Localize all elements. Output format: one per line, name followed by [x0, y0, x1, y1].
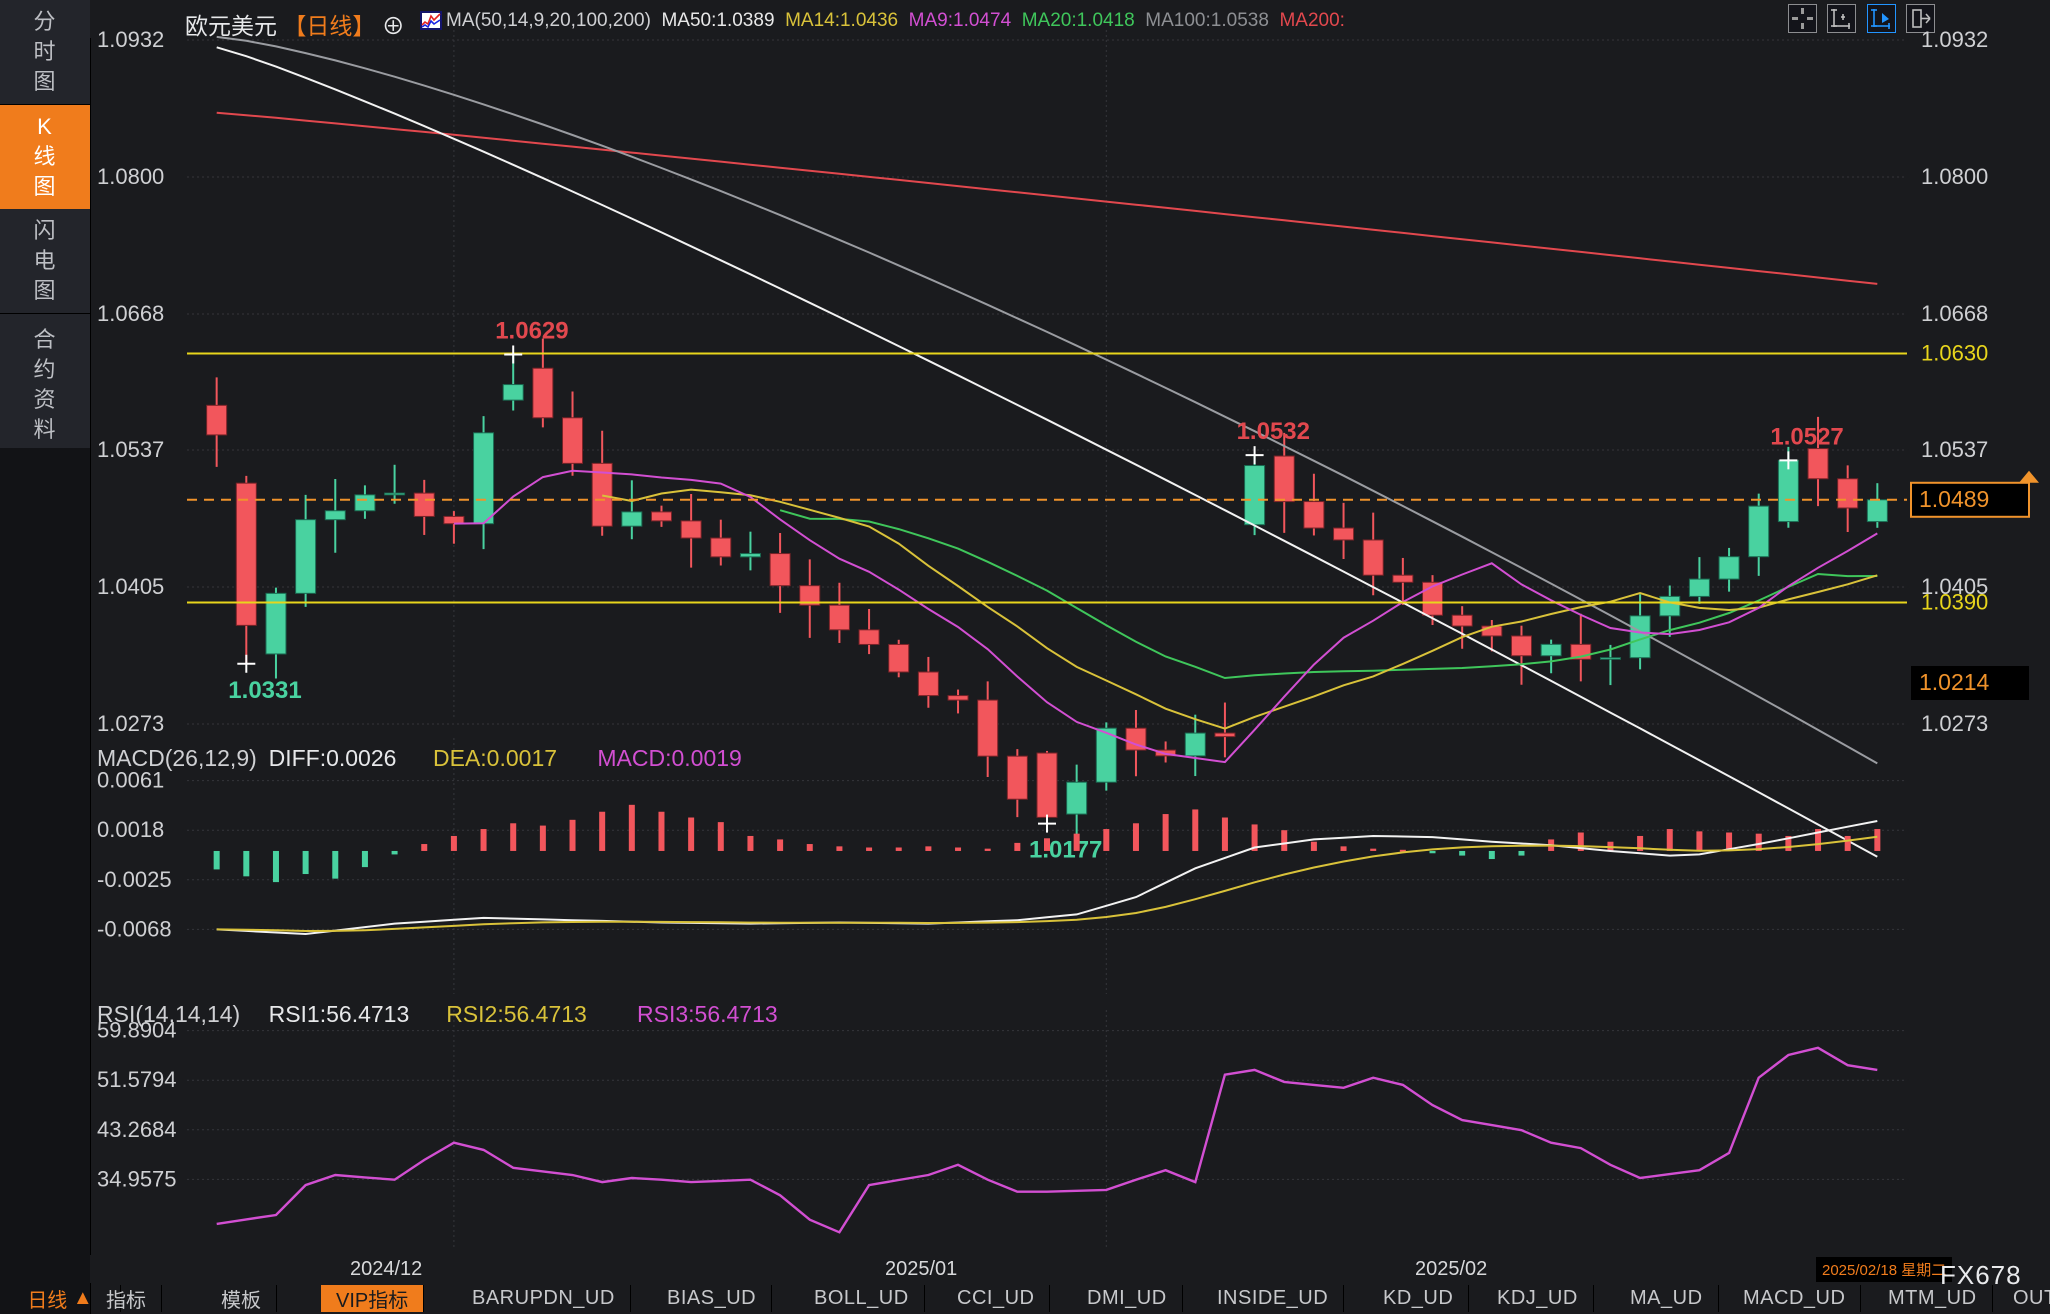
- svg-text:RSI2:56.4713: RSI2:56.4713: [446, 1001, 587, 1027]
- svg-text:RSI(14,14,14): RSI(14,14,14): [97, 1001, 240, 1027]
- svg-text:1.0214: 1.0214: [1919, 669, 1990, 695]
- svg-text:1.0537: 1.0537: [1921, 437, 1988, 462]
- svg-text:DIFF:0.0026: DIFF:0.0026: [269, 745, 397, 771]
- svg-text:1.0405: 1.0405: [1921, 574, 1988, 599]
- svg-text:1.0629: 1.0629: [495, 317, 568, 344]
- svg-text:RSI3:56.4713: RSI3:56.4713: [637, 1001, 778, 1027]
- svg-text:-0.0025: -0.0025: [97, 867, 172, 892]
- svg-text:MACD:0.0019: MACD:0.0019: [597, 745, 741, 771]
- svg-text:1.0331: 1.0331: [228, 677, 301, 704]
- svg-text:43.2684: 43.2684: [97, 1117, 177, 1142]
- svg-text:MACD(26,12,9): MACD(26,12,9): [97, 745, 257, 771]
- svg-text:1.0537: 1.0537: [97, 437, 164, 462]
- svg-text:-0.0068: -0.0068: [97, 916, 172, 941]
- svg-text:34.9575: 34.9575: [97, 1166, 177, 1191]
- svg-text:1.0668: 1.0668: [1921, 301, 1988, 326]
- svg-text:1.0405: 1.0405: [97, 574, 164, 599]
- svg-text:1.0800: 1.0800: [97, 164, 164, 189]
- svg-text:1.0932: 1.0932: [97, 27, 164, 52]
- svg-text:1.0668: 1.0668: [97, 301, 164, 326]
- svg-text:DEA:0.0017: DEA:0.0017: [433, 745, 557, 771]
- svg-text:1.0273: 1.0273: [1921, 711, 1988, 736]
- svg-text:1.0489: 1.0489: [1919, 486, 1989, 512]
- svg-text:0.0061: 0.0061: [97, 768, 164, 793]
- svg-text:1.0527: 1.0527: [1770, 423, 1843, 450]
- svg-text:1.0630: 1.0630: [1921, 340, 1988, 365]
- svg-text:1.0532: 1.0532: [1237, 418, 1310, 445]
- svg-text:0.0018: 0.0018: [97, 817, 164, 842]
- svg-text:51.5794: 51.5794: [97, 1067, 177, 1092]
- svg-text:RSI1:56.4713: RSI1:56.4713: [269, 1001, 410, 1027]
- svg-text:1.0932: 1.0932: [1921, 27, 1988, 52]
- svg-text:1.0273: 1.0273: [97, 711, 164, 736]
- svg-text:1.0800: 1.0800: [1921, 164, 1988, 189]
- svg-text:1.0177: 1.0177: [1029, 837, 1102, 864]
